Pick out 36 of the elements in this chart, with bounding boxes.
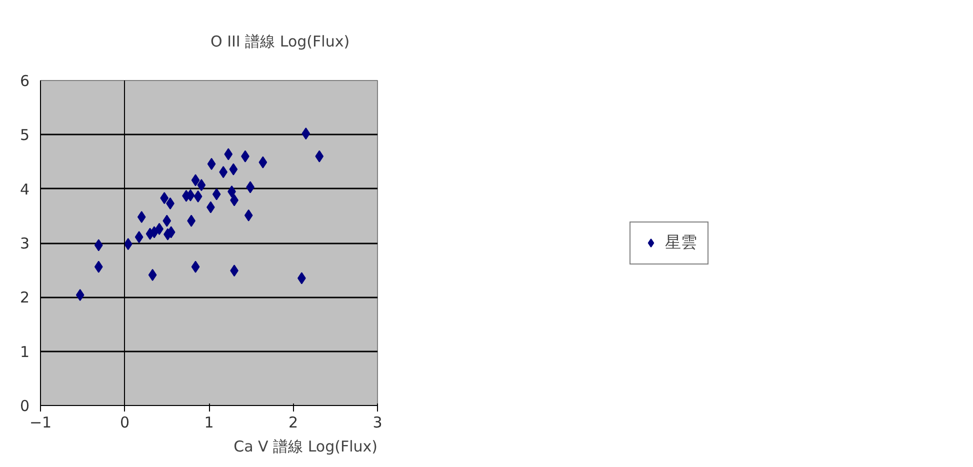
y-tick-label: 3 bbox=[20, 234, 30, 252]
point bbox=[191, 174, 200, 186]
x-tick-label: −1 bbox=[29, 414, 52, 432]
point bbox=[134, 231, 144, 244]
point bbox=[207, 158, 216, 170]
point bbox=[160, 192, 169, 204]
point bbox=[244, 209, 253, 222]
point bbox=[124, 238, 132, 250]
y-tick-label: 4 bbox=[20, 180, 30, 198]
point bbox=[258, 156, 268, 168]
point bbox=[197, 179, 206, 192]
point bbox=[224, 148, 233, 160]
point bbox=[302, 128, 310, 140]
x-axis-title: Ca V 譜線 Log(Flux) bbox=[234, 438, 378, 456]
y-tick-label: 5 bbox=[20, 126, 30, 144]
y-tick-label: 1 bbox=[20, 342, 30, 361]
point bbox=[191, 260, 200, 273]
x-tick-label: 3 bbox=[372, 414, 382, 432]
point bbox=[229, 163, 238, 176]
point bbox=[194, 190, 202, 202]
x-tick-label: 2 bbox=[288, 414, 298, 432]
point bbox=[315, 150, 324, 162]
point bbox=[162, 214, 172, 227]
point bbox=[137, 211, 146, 223]
point bbox=[94, 260, 103, 273]
y-tick-label: 0 bbox=[20, 397, 30, 415]
point bbox=[76, 289, 84, 301]
point bbox=[148, 268, 157, 281]
point bbox=[212, 188, 221, 200]
x-tick-label: 1 bbox=[204, 414, 214, 432]
x-tick-label: 0 bbox=[120, 414, 130, 432]
y-axis-title: O III 譜線 Log(Flux) bbox=[210, 32, 350, 50]
y-tick-label: 2 bbox=[20, 288, 30, 307]
y-tick-label: 6 bbox=[20, 72, 30, 90]
point bbox=[94, 239, 103, 252]
legend-label: 星雲 bbox=[665, 232, 697, 253]
